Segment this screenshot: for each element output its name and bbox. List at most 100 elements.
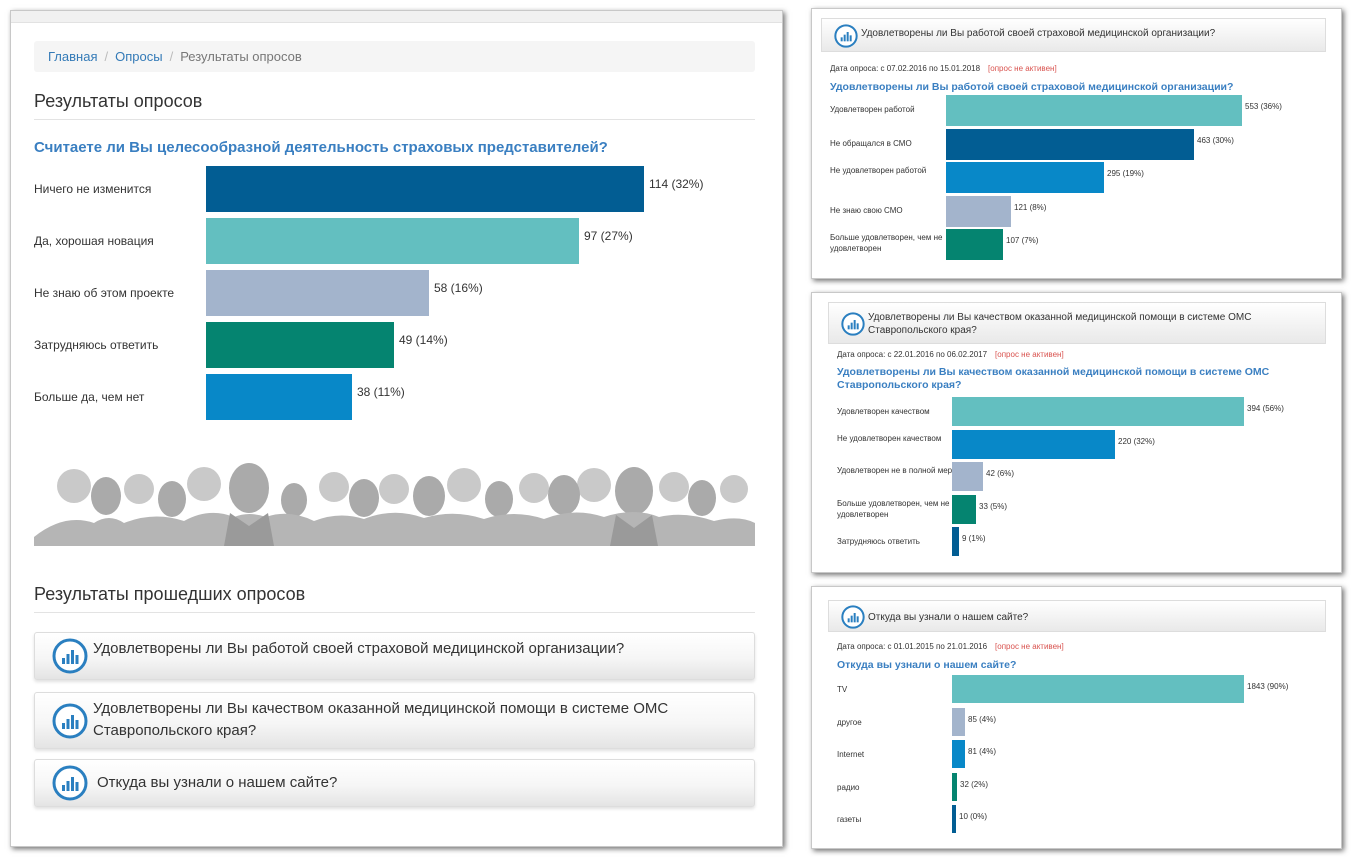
result-value: 85 (4%) (968, 714, 997, 724)
result-value: 81 (4%) (968, 747, 997, 756)
answer-label: другое (837, 717, 862, 727)
poll-date-text: Дата опроса: с 01.01.2015 по 21.01.2016 (837, 642, 988, 651)
result-value: 42 (6%) (986, 469, 1015, 478)
poll-result-panel: Удовлетворены ли Вы работой своей страхо… (811, 8, 1342, 279)
result-bar (952, 740, 965, 768)
breadcrumb: Главная / Опросы / Результаты опросов (34, 41, 755, 72)
result-bar (206, 374, 352, 420)
answer-label: Не знаю свою СМО (830, 205, 903, 215)
divider (34, 612, 755, 613)
result-value: 295 (19%) (1107, 169, 1144, 178)
answer-label: газеты (837, 815, 862, 824)
result-value: 32 (2%) (960, 779, 989, 789)
divider (34, 119, 755, 120)
poll-inactive-label: [опрос не активен] (995, 350, 1064, 359)
result-row: Не знаю об этом проекте 58 (16%) (34, 270, 755, 316)
result-row: Ничего не изменится 114 (32%) (34, 166, 755, 212)
answer-label: Больше удовлетворен, чем не удовлетворен (837, 498, 950, 519)
breadcrumb-home-link[interactable]: Главная (48, 49, 98, 64)
answer-label: Затрудняюсь ответить (34, 338, 159, 352)
poll-result-header[interactable]: Удовлетворены ли Вы качеством оказанной … (828, 302, 1326, 344)
poll-inactive-label: [опрос не активен] (988, 64, 1057, 73)
result-bar (946, 229, 1003, 260)
bar-chart-circle-icon (841, 605, 865, 629)
poll-question: Удовлетворены ли Вы качеством оказанной … (837, 366, 1270, 391)
current-poll-question: Считаете ли Вы целесообразной деятельнос… (34, 139, 608, 156)
result-value: 394 (56%) (1247, 404, 1284, 413)
bar-chart-circle-icon (834, 24, 858, 48)
past-poll-title: Удовлетворены ли Вы качеством оказанной … (93, 700, 669, 739)
bar-chart-circle-icon (52, 703, 88, 739)
answer-label: Затрудняюсь ответить (837, 537, 920, 546)
bar-chart-circle-icon (52, 638, 88, 674)
result-bar (952, 494, 976, 524)
poll-date-text: Дата опроса: с 22.01.2016 по 06.02.2017 (837, 350, 988, 359)
crowd-silhouette-image (34, 463, 755, 546)
breadcrumb-polls-link[interactable]: Опросы (115, 49, 163, 64)
poll-date-text: Дата опроса: с 07.02.2016 по 15.01.2018 (830, 64, 981, 73)
result-value: 107 (7%) (1006, 236, 1039, 245)
result-bar (952, 462, 983, 491)
bar-chart-circle-icon (52, 765, 88, 801)
main-panel: Главная / Опросы / Результаты опросов Резуль… (10, 10, 783, 847)
past-poll-item[interactable]: Удовлетворены ли Вы качеством оказанной … (34, 692, 755, 749)
result-value: 121 (8%) (1014, 202, 1047, 212)
result-bar (952, 527, 959, 556)
result-bar (952, 805, 956, 833)
result-bar (206, 322, 394, 368)
answer-label: Не удовлетворен работой (830, 166, 927, 175)
breadcrumb-separator: / (169, 49, 174, 64)
answer-label: Удовлетворен не в полной мере (837, 466, 957, 475)
result-bar (206, 218, 579, 264)
answer-label: Больше да, чем нет (34, 390, 145, 404)
poll-question: Откуда вы узнали о нашем сайте? (837, 659, 1017, 671)
poll-result-header-title: Удовлетворены ли Вы качеством оказанной … (868, 312, 1252, 336)
top-strip (11, 11, 782, 23)
result-value: 114 (32%) (649, 177, 704, 191)
result-bar (952, 675, 1244, 703)
poll-date: Дата опроса: с 22.01.2016 по 06.02.2017 [… (837, 350, 1064, 359)
bar-chart-circle-icon (841, 312, 865, 336)
result-bar (946, 162, 1104, 193)
poll-date: Дата опроса: с 01.01.2015 по 21.01.2016 [… (837, 642, 1064, 651)
past-poll-title: Откуда вы узнали о нашем сайте? (97, 774, 338, 791)
past-poll-item[interactable]: Откуда вы узнали о нашем сайте? (34, 759, 755, 807)
answer-label: Ничего не изменится (34, 182, 152, 196)
poll-result-header[interactable]: Откуда вы узнали о нашем сайте? (828, 600, 1326, 632)
breadcrumb-separator: / (104, 49, 109, 64)
answer-label: Не знаю об этом проекте (34, 286, 175, 300)
answer-label: Не удовлетворен качеством (837, 433, 942, 443)
result-value: 220 (32%) (1118, 436, 1155, 446)
poll-result-header[interactable]: Удовлетворены ли Вы работой своей страхо… (821, 18, 1326, 52)
answer-label: Больше удовлетворен, чем не удовлетворен (830, 233, 943, 253)
poll-date: Дата опроса: с 07.02.2016 по 15.01.2018 [… (830, 64, 1057, 73)
result-value: 9 (1%) (962, 534, 986, 543)
answer-label: Да, хорошая новация (34, 234, 154, 248)
result-bar (206, 270, 429, 316)
poll-result-panel: Удовлетворены ли Вы качеством оказанной … (811, 292, 1342, 573)
result-bar (952, 429, 1115, 459)
result-value: 58 (16%) (434, 281, 483, 295)
result-value: 49 (14%) (399, 333, 448, 347)
result-bar (952, 707, 965, 736)
past-polls-title: Результаты прошедших опросов (34, 584, 306, 604)
result-bar (206, 166, 644, 212)
result-value: 10 (0%) (959, 812, 988, 821)
answer-label: Удовлетворен качеством (837, 407, 930, 416)
answer-label: TV (837, 685, 848, 694)
past-poll-item[interactable]: Удовлетворены ли Вы работой своей страхо… (34, 632, 755, 680)
breadcrumb-current: Результаты опросов (180, 49, 302, 64)
past-poll-title: Удовлетворены ли Вы работой своей страхо… (93, 640, 625, 657)
poll-result-panel: Откуда вы узнали о нашем сайте? Дата опр… (811, 586, 1342, 849)
result-row: Затрудняюсь ответить 49 (14%) (34, 322, 755, 368)
result-bar (946, 95, 1242, 126)
result-bar (946, 195, 1011, 227)
poll-question: Удовлетворены ли Вы работой своей страхо… (830, 81, 1234, 93)
poll-inactive-label: [опрос не активен] (995, 642, 1064, 651)
page-title: Результаты опросов (34, 91, 203, 111)
poll-result-header-title: Удовлетворены ли Вы работой своей страхо… (861, 28, 1216, 39)
result-row: Да, хорошая новация 97 (27%) (34, 218, 755, 264)
answer-label: Удовлетворен работой (830, 105, 915, 114)
answer-label: Internet (837, 750, 865, 759)
result-value: 33 (5%) (979, 501, 1008, 511)
